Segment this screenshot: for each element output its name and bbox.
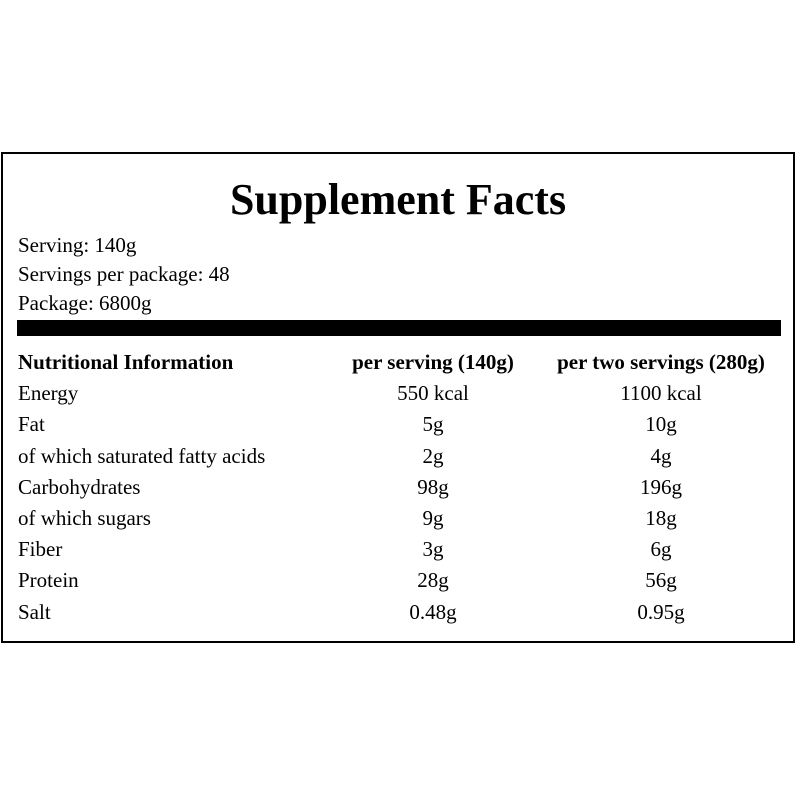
nutrient-per-two-servings: 0.95g: [637, 599, 685, 624]
nutrient-name: Protein: [18, 568, 79, 593]
nutrient-name: of which sugars: [18, 506, 151, 531]
nutrient-per-two-servings: 6g: [650, 537, 672, 562]
nutrient-per-serving: 9g: [422, 506, 444, 531]
header-per-two-servings: per two servings (280g): [557, 350, 765, 375]
nutrient-name: of which saturated fatty acids: [18, 443, 266, 468]
nutrient-per-serving: 550 kcal: [397, 381, 469, 406]
table-row: Protein 28g 56g: [18, 565, 784, 596]
table-row: of which saturated fatty acids 2g 4g: [18, 441, 784, 472]
nutrient-per-serving: 5g: [422, 412, 444, 437]
table-header-row: Nutritional Information per serving (140…: [18, 347, 784, 378]
nutrient-per-serving: 0.48g: [409, 599, 457, 624]
nutrient-per-serving: 2g: [422, 443, 444, 468]
nutrient-per-serving: 28g: [417, 568, 449, 593]
nutrient-per-two-servings: 10g: [645, 412, 677, 437]
nutrient-name: Carbohydrates: [18, 474, 141, 499]
nutrient-name: Fiber: [18, 537, 63, 562]
header-nutritional-information: Nutritional Information: [18, 350, 234, 375]
table-row: Fat 5g 10g: [18, 409, 784, 440]
nutrient-name: Fat: [18, 412, 45, 437]
supplement-facts-panel: Supplement Facts Serving: 140g Servings …: [1, 152, 795, 643]
nutrient-per-two-servings: 1100 kcal: [620, 381, 702, 406]
header-per-serving: per serving (140g): [352, 350, 514, 375]
serving-size: Serving: 140g: [18, 233, 137, 257]
servings-per-package: Servings per package: 48: [18, 262, 230, 286]
table-row: Fiber 3g 6g: [18, 534, 784, 565]
serving-info: Serving: 140g Servings per package: 48 P…: [18, 231, 230, 318]
table-row: Salt 0.48g 0.95g: [18, 597, 784, 628]
thick-divider: [17, 320, 781, 336]
nutrient-per-two-servings: 56g: [645, 568, 677, 593]
panel-title: Supplement Facts: [229, 175, 567, 224]
package-size: Package: 6800g: [18, 291, 152, 315]
table-row: Carbohydrates 98g 196g: [18, 472, 784, 503]
nutrient-per-two-servings: 196g: [640, 474, 682, 499]
table-row: of which sugars 9g 18g: [18, 503, 784, 534]
nutrition-table: Nutritional Information per serving (140…: [18, 347, 784, 628]
nutrient-name: Salt: [18, 599, 51, 624]
nutrient-name: Energy: [18, 381, 79, 406]
nutrient-per-serving: 3g: [422, 537, 444, 562]
nutrient-per-two-servings: 4g: [650, 443, 672, 468]
nutrient-per-two-servings: 18g: [645, 506, 677, 531]
table-row: Energy 550 kcal 1100 kcal: [18, 378, 784, 409]
nutrient-per-serving: 98g: [417, 474, 449, 499]
